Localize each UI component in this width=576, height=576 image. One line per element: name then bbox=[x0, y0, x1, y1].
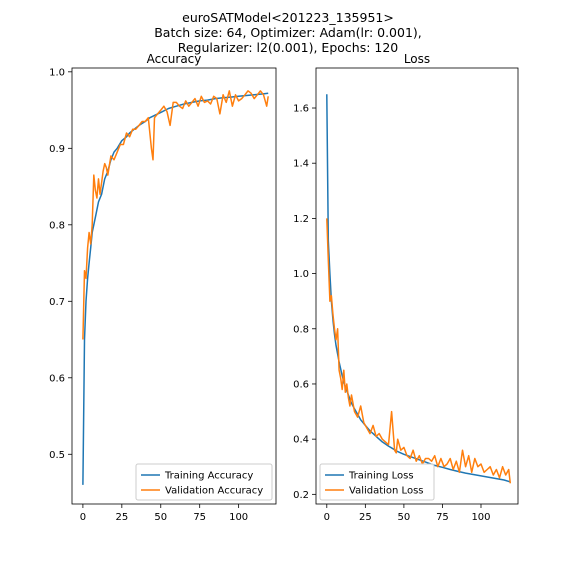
loss-legend-label-training: Training Loss bbox=[348, 471, 414, 482]
accuracy-y-tick-label: 0.5 bbox=[49, 450, 65, 461]
accuracy-y-tick-label: 0.6 bbox=[49, 373, 65, 384]
loss-legend-box bbox=[319, 463, 435, 501]
loss-x-tick-label: 25 bbox=[359, 512, 372, 523]
accuracy-x-tick-label: 50 bbox=[154, 512, 167, 523]
loss-series-training-line bbox=[326, 94, 511, 483]
accuracy-legend-label-validation: Validation Accuracy bbox=[165, 486, 263, 497]
accuracy-x-tick-label: 75 bbox=[193, 512, 206, 523]
loss-x-tick-label: 75 bbox=[436, 512, 449, 523]
figure-title-line-2: Batch size: 64, Optimizer: Adam(lr: 0.00… bbox=[154, 25, 422, 40]
loss-legend: Training Loss Validation Loss bbox=[319, 463, 435, 501]
accuracy-plot-frame bbox=[71, 67, 277, 505]
accuracy-x-tick-label: 0 bbox=[80, 512, 86, 523]
loss-y-tick-label: 1.6 bbox=[293, 104, 309, 115]
accuracy-chart-title: Accuracy bbox=[147, 52, 202, 66]
loss-y-tick-label: 0.6 bbox=[293, 379, 309, 390]
accuracy-series-validation-line bbox=[82, 90, 269, 340]
accuracy-y-tick-label: 0.8 bbox=[49, 220, 65, 231]
accuracy-legend-label-training: Training Accuracy bbox=[164, 471, 253, 482]
accuracy-series-training-line bbox=[82, 92, 269, 485]
accuracy-y-tick-label: 1.0 bbox=[49, 67, 65, 78]
loss-x-tick-label: 0 bbox=[324, 512, 330, 523]
accuracy-chart: Accuracy 0 25 50 75 100 0.5 0.6 0.7 0.8 0.9 1.0 Trai… bbox=[49, 52, 277, 523]
loss-x-tick-label: 100 bbox=[471, 512, 490, 523]
loss-x-tick-label: 50 bbox=[398, 512, 411, 523]
loss-y-tick-label: 1.4 bbox=[293, 159, 309, 170]
loss-y-tick-label: 1.0 bbox=[293, 269, 309, 280]
loss-chart: Loss 0 25 50 75 100 0.2 0.4 0.6 0.8 1.0 1.2 1.4 1.6 Tr… bbox=[293, 52, 519, 523]
accuracy-y-tick-label: 0.7 bbox=[49, 297, 65, 308]
loss-plot-frame bbox=[315, 67, 519, 505]
accuracy-x-tick-label: 100 bbox=[229, 512, 248, 523]
accuracy-legend-box bbox=[135, 463, 273, 501]
accuracy-legend: Training Accuracy Validation Accuracy bbox=[135, 463, 273, 501]
loss-legend-label-validation: Validation Loss bbox=[349, 486, 424, 497]
loss-series-validation-line bbox=[326, 218, 512, 484]
loss-chart-title: Loss bbox=[404, 52, 430, 66]
accuracy-y-tick-label: 0.9 bbox=[49, 144, 65, 155]
accuracy-x-tick-label: 25 bbox=[115, 512, 128, 523]
loss-y-tick-label: 1.2 bbox=[293, 214, 309, 225]
loss-y-tick-label: 0.4 bbox=[293, 435, 309, 446]
loss-y-tick-label: 0.8 bbox=[293, 324, 309, 335]
figure-title-line-1: euroSATModel<201223_135951> bbox=[182, 10, 394, 25]
figure-title-line-3: Regularizer: l2(0.001), Epochs: 120 bbox=[178, 40, 399, 55]
loss-y-tick-label: 0.2 bbox=[293, 490, 309, 501]
